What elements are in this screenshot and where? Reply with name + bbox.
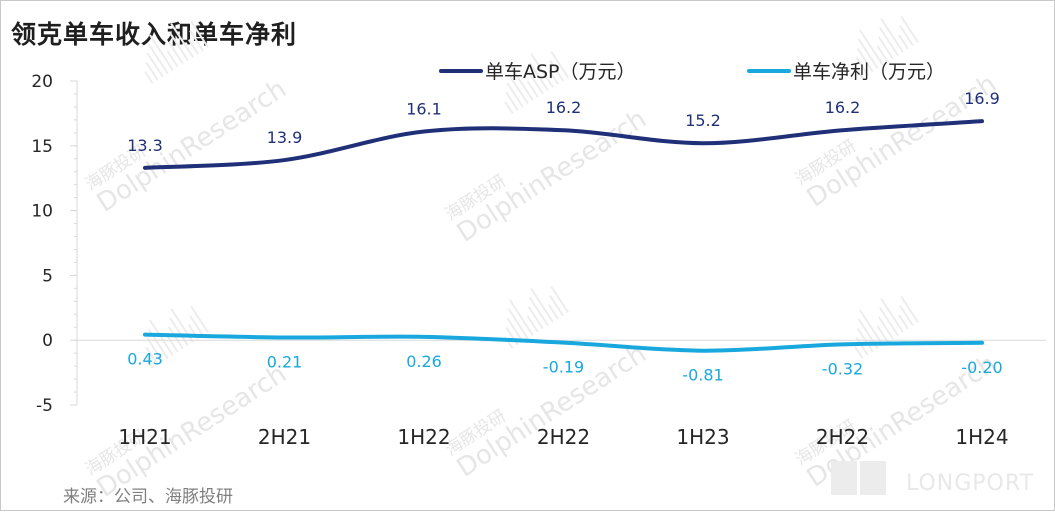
series-net-profit-point (144, 334, 146, 336)
series-asp-point (702, 142, 704, 144)
series-asp-point (563, 129, 564, 131)
x-tick-label: 1H21 (118, 425, 171, 449)
series-net-profit-data-label: -0.81 (682, 366, 723, 385)
x-tick-label: 2H21 (258, 425, 311, 449)
series-asp-data-label: 15.2 (685, 111, 721, 130)
series-asp-legend-label: 单车ASP（万元） (485, 61, 636, 83)
series-net-profit-point (284, 336, 285, 338)
x-tick-label: 2H22 (537, 425, 590, 449)
series-net-profit-data-label: -0.20 (961, 358, 1002, 377)
x-tick-label: 1H22 (397, 425, 450, 449)
series-net-profit-data-label: 0.43 (127, 350, 163, 369)
x-tick-label: 1H24 (955, 425, 1008, 449)
y-tick-label: 15 (31, 137, 53, 157)
series-net-profit-point (981, 342, 983, 344)
series-asp-data-label: 13.3 (127, 136, 163, 155)
series-asp-data-label: 16.9 (964, 89, 1000, 108)
series-asp-point (981, 120, 983, 122)
series-asp-data-label: 13.9 (267, 128, 303, 147)
series-asp-point (842, 129, 843, 131)
series-net-profit-data-label: -0.32 (822, 359, 863, 378)
series-asp-data-label: 16.2 (825, 98, 861, 117)
series-net-profit-legend-label: 单车净利（万元） (793, 61, 945, 83)
series-net-profit-point (423, 336, 425, 338)
series-net-profit-point (563, 342, 564, 344)
series-asp-point (144, 167, 146, 169)
series-asp-data-label: 16.2 (546, 98, 582, 117)
x-tick-label: 2H22 (816, 425, 869, 449)
y-tick-label: 10 (31, 202, 53, 222)
y-tick-label: 0 (42, 331, 53, 351)
x-tick-label: 1H23 (676, 425, 729, 449)
series-net-profit-point (702, 350, 704, 352)
source-note: 来源：公司、海豚投研 (63, 487, 233, 507)
series-asp-data-label: 16.1 (406, 100, 442, 119)
series-net-profit-data-label: 0.21 (267, 352, 303, 371)
y-tick-label: 20 (31, 72, 53, 92)
y-tick-label: 5 (42, 266, 53, 286)
series-asp-point (423, 131, 425, 133)
y-tick-label: -5 (36, 396, 53, 416)
series-asp-point (284, 159, 285, 161)
series-net-profit-data-label: -0.19 (543, 358, 584, 377)
series-net-profit-point (842, 343, 843, 345)
series-net-profit-data-label: 0.26 (406, 352, 442, 371)
